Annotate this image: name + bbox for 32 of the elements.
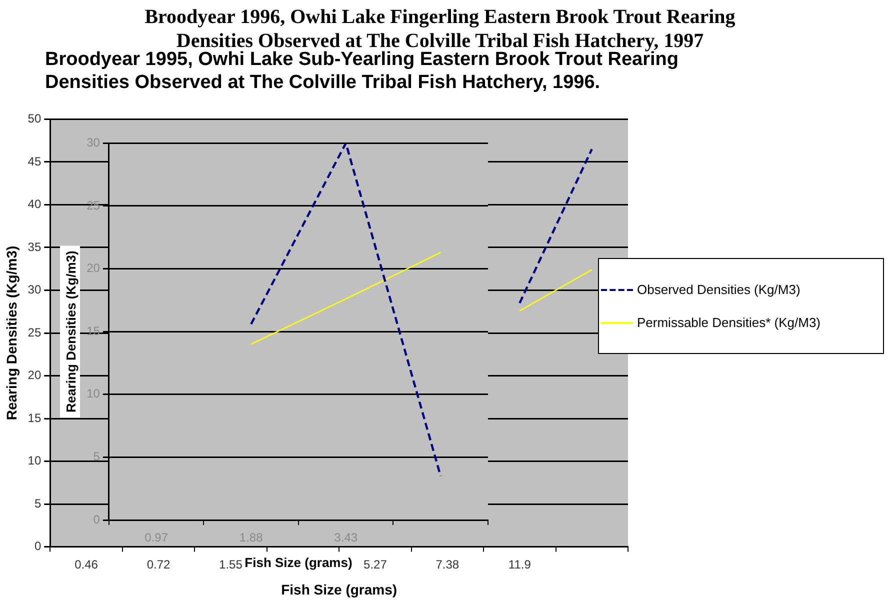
x-tick-label: 1.55 [219,557,243,572]
y-tick-label: 30 [28,282,42,297]
x-tick-label: 3.43 [334,530,358,545]
y-tick-label: 20 [28,368,42,382]
y-tick-label: 10 [86,386,100,401]
y-tick-label: 50 [28,112,42,126]
y-tick-label: 45 [28,154,42,168]
y-tick-label: 10 [28,454,42,468]
x-tick-label: 7.38 [436,557,460,572]
y-axis-title: Rearing Densities (Kg/m3) [63,250,78,413]
y-tick-label: 5 [34,496,42,510]
y-tick-label: 0 [93,512,100,526]
y-tick-label: 40 [28,197,42,212]
x-tick-label: 11.9 [508,557,532,572]
x-tick-label: 0.72 [146,557,170,572]
y-tick-label: 0 [34,539,42,554]
x-tick-label: 5.27 [364,557,388,572]
x-tick-label: 1.88 [239,530,264,545]
chart-title: Broodyear 1996, Owhi Lake Fingerling Eastern Brook Trout Rearing Densities Observed at The Colville Tribal Fish Hatchery, 1997 [144,5,736,52]
y-tick-label: 25 [28,325,42,340]
x-tick-label: 0.97 [144,530,168,545]
legend-label: Permissable Densities* (Kg/M3) [637,315,821,330]
y-tick-label: 35 [28,240,42,254]
y-axis-title: Rearing Densities (Kg/m3) [3,246,20,420]
y-tick-label: 20 [86,261,100,276]
x-tick-label: 0.46 [74,557,98,572]
y-tick-label: 30 [86,136,100,150]
legend-label: Observed Densities (Kg/M3) [637,282,800,297]
y-tick-label: 5 [93,450,100,464]
x-axis-title: Fish Size (grams) [244,554,352,570]
x-axis-title: Fish Size (grams) [281,581,398,598]
y-tick-label: 15 [28,410,42,425]
